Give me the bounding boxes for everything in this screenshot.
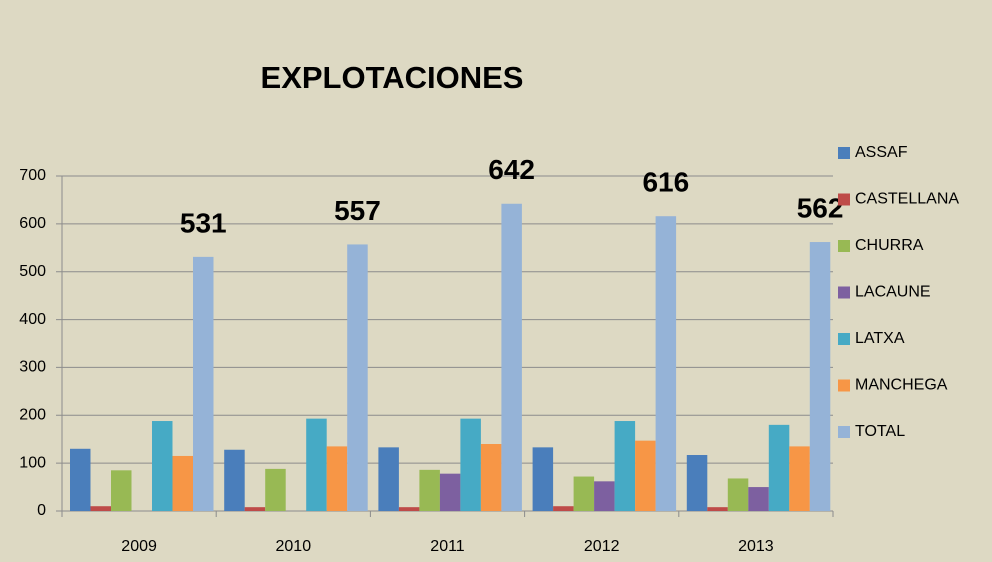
bar bbox=[809, 242, 831, 512]
bar bbox=[686, 455, 708, 511]
data-label: 642 bbox=[488, 154, 535, 185]
bar bbox=[480, 444, 502, 511]
bar bbox=[439, 473, 461, 511]
bar bbox=[244, 507, 266, 511]
bar bbox=[398, 507, 420, 511]
y-tick-label: 700 bbox=[19, 167, 46, 184]
x-tick-label: 2013 bbox=[738, 538, 774, 555]
legend-swatch bbox=[838, 147, 850, 159]
bar bbox=[419, 469, 440, 511]
y-tick-label: 300 bbox=[19, 359, 46, 376]
x-tick-label: 2011 bbox=[430, 538, 465, 555]
bar bbox=[193, 256, 214, 511]
bar bbox=[111, 470, 132, 511]
legend-label: LACAUNE bbox=[855, 284, 931, 301]
bar bbox=[306, 418, 327, 511]
bar bbox=[532, 447, 554, 511]
bar bbox=[70, 448, 91, 511]
bar bbox=[635, 440, 656, 511]
bar bbox=[655, 216, 677, 511]
y-tick-label: 400 bbox=[19, 311, 46, 328]
bar bbox=[326, 446, 348, 511]
legend-label: CASTELLANA bbox=[855, 191, 959, 208]
bar bbox=[748, 487, 769, 511]
x-tick-label: 2010 bbox=[276, 538, 312, 555]
bar bbox=[553, 506, 574, 511]
bar bbox=[90, 506, 111, 511]
y-tick-label: 500 bbox=[19, 263, 46, 280]
bar bbox=[573, 476, 595, 511]
x-tick-label: 2009 bbox=[121, 538, 157, 555]
data-label: 557 bbox=[334, 195, 381, 226]
legend-swatch bbox=[838, 286, 850, 299]
bar bbox=[768, 424, 790, 511]
bar bbox=[594, 481, 615, 511]
bar bbox=[501, 203, 522, 511]
data-label: 531 bbox=[180, 207, 227, 238]
bar bbox=[789, 446, 810, 511]
y-tick-label: 600 bbox=[19, 215, 46, 232]
y-tick-label: 100 bbox=[19, 454, 46, 471]
bar bbox=[265, 468, 286, 511]
bar bbox=[727, 478, 749, 511]
bar bbox=[152, 421, 173, 511]
bar bbox=[172, 455, 193, 511]
bar bbox=[460, 418, 481, 511]
data-label: 562 bbox=[797, 192, 844, 223]
y-tick-label: 200 bbox=[19, 407, 46, 424]
legend-swatch bbox=[838, 333, 850, 345]
bar bbox=[378, 447, 399, 511]
bar bbox=[224, 449, 245, 511]
legend-label: TOTAL bbox=[855, 423, 905, 440]
legend-label: ASSAF bbox=[855, 144, 908, 161]
x-tick-label: 2012 bbox=[584, 538, 620, 555]
data-label: 616 bbox=[642, 167, 689, 198]
legend-swatch bbox=[838, 426, 850, 438]
bar bbox=[614, 421, 636, 511]
legend-swatch bbox=[838, 379, 850, 392]
legend-swatch bbox=[838, 240, 850, 252]
chart-title: EXPLOTACIONES bbox=[261, 60, 524, 95]
legend-swatch bbox=[838, 193, 850, 206]
legend-label: LATXA bbox=[855, 330, 905, 347]
bar bbox=[347, 244, 368, 511]
bar bbox=[707, 507, 728, 511]
legend-label: MANCHEGA bbox=[855, 377, 948, 394]
legend-label: CHURRA bbox=[855, 237, 924, 254]
y-tick-label: 0 bbox=[37, 502, 46, 519]
